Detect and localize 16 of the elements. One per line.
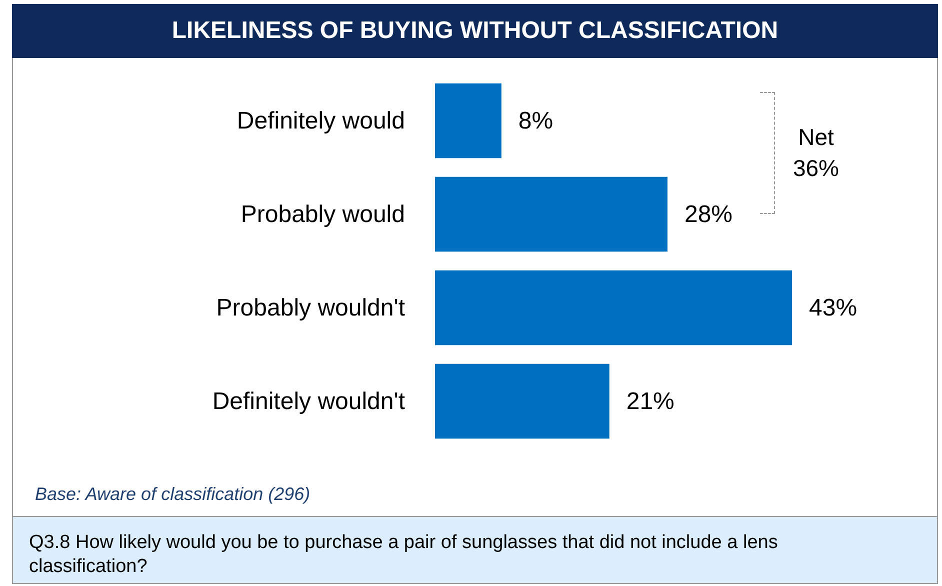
text: Base: Aware of classification (296) bbox=[35, 484, 310, 505]
data-label: 21% bbox=[626, 388, 674, 415]
bar bbox=[435, 176, 668, 252]
y-tick-label: Definitely would bbox=[236, 107, 405, 134]
bar bbox=[435, 364, 610, 439]
text: Q3.8 How likely would you be to purchase a pair of sunglasses that did not include a lens classification? bbox=[12, 516, 938, 584]
bar bbox=[435, 270, 792, 346]
y-tick-label: Probably wouldn't bbox=[216, 294, 406, 322]
y-tick-label: Definitely wouldn't bbox=[212, 388, 406, 415]
data-label: 43% bbox=[809, 294, 858, 322]
data-label: 8% bbox=[518, 107, 554, 134]
chart-title: LIKELINESS OF BUYING WITHOUT CLASSIFICATION bbox=[172, 17, 778, 45]
bar bbox=[435, 83, 502, 158]
data-label: 28% bbox=[684, 200, 733, 228]
text: Net 36% bbox=[792, 123, 840, 183]
y-tick-label: Probably would bbox=[240, 200, 405, 228]
